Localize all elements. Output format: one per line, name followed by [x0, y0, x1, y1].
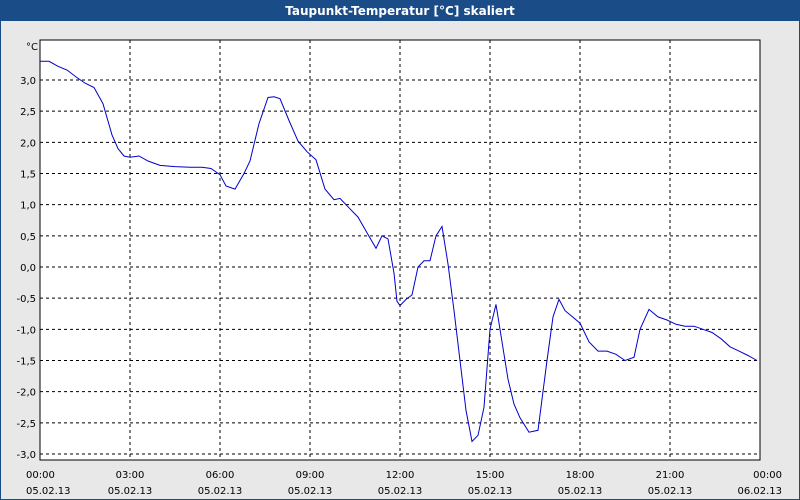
x-tick-time: 06:00: [206, 470, 235, 481]
x-tick-date: 05.02.13: [108, 486, 153, 497]
x-tick-date: 05.02.13: [288, 486, 333, 497]
x-tick-date: 05.02.13: [198, 486, 243, 497]
y-tick-label: 1,5: [20, 170, 36, 181]
x-tick-time: 09:00: [296, 470, 325, 481]
x-tick-time: 12:00: [386, 470, 415, 481]
y-tick-label: -2,5: [16, 419, 36, 430]
x-axis-ticks: 00:00 05.02.13 03:00 05.02.13 06:00 05.02.13 0…: [26, 470, 782, 497]
y-tick-label: 1,0: [20, 201, 36, 212]
x-tick-time: 00:00: [26, 470, 55, 481]
y-tick-label: -2,0: [16, 388, 36, 399]
x-tick-time: 15:00: [476, 470, 505, 481]
chart-title: Taupunkt-Temperatur [°C] skaliert: [1, 1, 799, 21]
y-tick-label: 2,5: [20, 107, 36, 118]
x-tick-date: 05.02.13: [648, 486, 693, 497]
series-line: [40, 60, 758, 443]
y-tick-label: 0,0: [20, 263, 36, 274]
y-tick-label: -3,0: [16, 450, 36, 461]
grid-lines: [40, 40, 760, 460]
x-tick-date: 05.02.13: [26, 486, 71, 497]
y-tick-label: -1,0: [16, 325, 36, 336]
y-tick-label: 3,0: [20, 76, 36, 87]
y-tick-label: -1,5: [16, 357, 36, 368]
x-tick-time: 03:00: [116, 470, 145, 481]
y-axis-ticks: 3,0 2,5 2,0 1,5 1,0 0,5 0,0 -0,5 -1,0 -1,5 -2,0 -2,…: [16, 76, 36, 461]
y-tick-label: 2,0: [20, 138, 36, 149]
y-axis-unit: °C: [26, 42, 38, 53]
x-tick-date: 05.02.13: [378, 486, 423, 497]
x-tick-date: 05.02.13: [558, 486, 603, 497]
y-tick-label: 0,5: [20, 232, 36, 243]
x-tick-time: 21:00: [656, 470, 685, 481]
x-tick-date: 05.02.13: [468, 486, 513, 497]
y-tick-label: -0,5: [16, 294, 36, 305]
x-tick-time: 18:00: [566, 470, 595, 481]
x-tick-time: 00:00: [753, 470, 782, 481]
x-tick-date: 06.02.13: [737, 486, 782, 497]
